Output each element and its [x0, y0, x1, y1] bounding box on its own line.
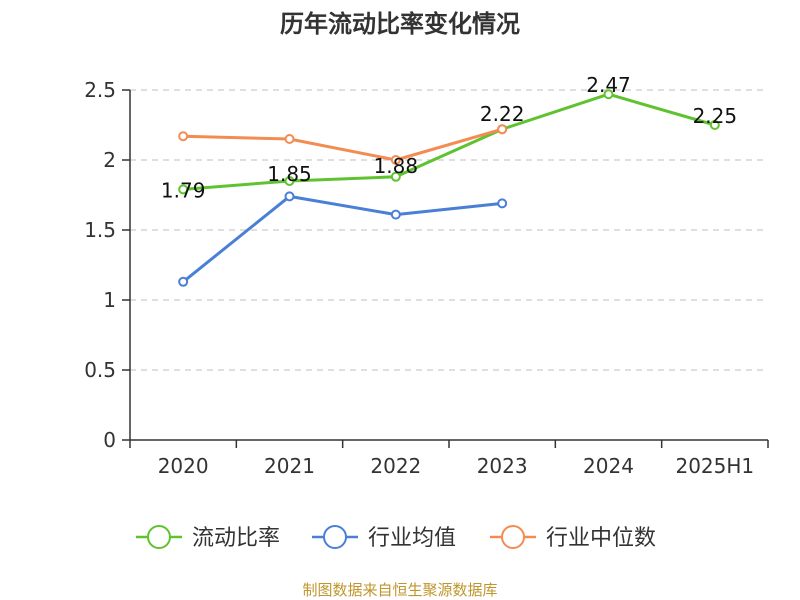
legend-item-1[interactable]: 流动比率 — [136, 525, 280, 551]
y-tick-label: 1.5 — [84, 218, 116, 242]
x-tick-label: 2021 — [264, 454, 315, 478]
data-label: 2.25 — [693, 104, 738, 128]
series-line-3 — [183, 127, 503, 162]
series-point-3 — [390, 155, 401, 165]
x-tick-label: 2022 — [370, 454, 421, 478]
series-point-3 — [497, 124, 508, 135]
x-tick-label: 2020 — [158, 454, 209, 478]
series-line-2 — [182, 194, 503, 283]
legend-item-2[interactable]: 行业均值 — [312, 525, 456, 551]
legend[interactable]: 流动比率 行业均值 行业中位数 — [136, 525, 656, 551]
series-point-1 — [284, 176, 295, 186]
x-tick-label: 2023 — [477, 454, 528, 478]
series-point-3 — [178, 131, 189, 142]
data-label: 2.47 — [586, 73, 631, 97]
data-label: 1.85 — [267, 162, 312, 186]
legend-label: 流动比率 — [192, 526, 280, 551]
series-point-2 — [497, 198, 508, 209]
legend-label: 行业均值 — [368, 526, 456, 551]
y-tick-label: 0 — [103, 428, 116, 452]
legend-marker-icon — [323, 525, 347, 549]
series-group — [178, 89, 720, 287]
series-point-1 — [603, 89, 614, 100]
legend-item-3[interactable]: 行业中位数 — [490, 525, 656, 551]
y-axis-ticks: 0 0.5 1 1.5 2 2.5 — [84, 78, 130, 452]
series-point-2 — [284, 191, 295, 202]
data-label: 1.88 — [374, 154, 419, 178]
data-labels: 1.79 1.85 1.88 2.22 2.47 2.25 — [161, 73, 737, 202]
legend-label: 行业中位数 — [546, 526, 656, 551]
y-tick-label: 0.5 — [84, 358, 116, 382]
axes — [129, 90, 768, 441]
series-point-1 — [390, 171, 401, 182]
series-point-1 — [178, 184, 189, 195]
data-label: 1.79 — [161, 178, 206, 202]
data-label: 2.22 — [480, 102, 525, 126]
series-line-1 — [183, 92, 716, 191]
source-note: 制图数据来自恒生聚源数据库 — [302, 581, 497, 599]
chart-title: 历年流动比率变化情况 — [280, 10, 520, 38]
y-tick-label: 2 — [103, 148, 116, 172]
x-axis-ticks: 2020 2021 2022 2023 2024 2025H1 — [129, 440, 769, 478]
y-tick-label: 1 — [103, 288, 116, 312]
series-point-2 — [390, 209, 401, 220]
x-tick-label: 2025H1 — [675, 454, 754, 478]
series-point-3 — [284, 134, 295, 144]
series-point-2 — [178, 276, 189, 287]
series-point-1 — [709, 120, 720, 130]
legend-marker-icon — [501, 525, 525, 549]
x-tick-label: 2024 — [583, 454, 634, 478]
legend-marker-icon — [147, 525, 171, 549]
grid-lines — [130, 89, 768, 371]
y-tick-label: 2.5 — [84, 78, 116, 102]
